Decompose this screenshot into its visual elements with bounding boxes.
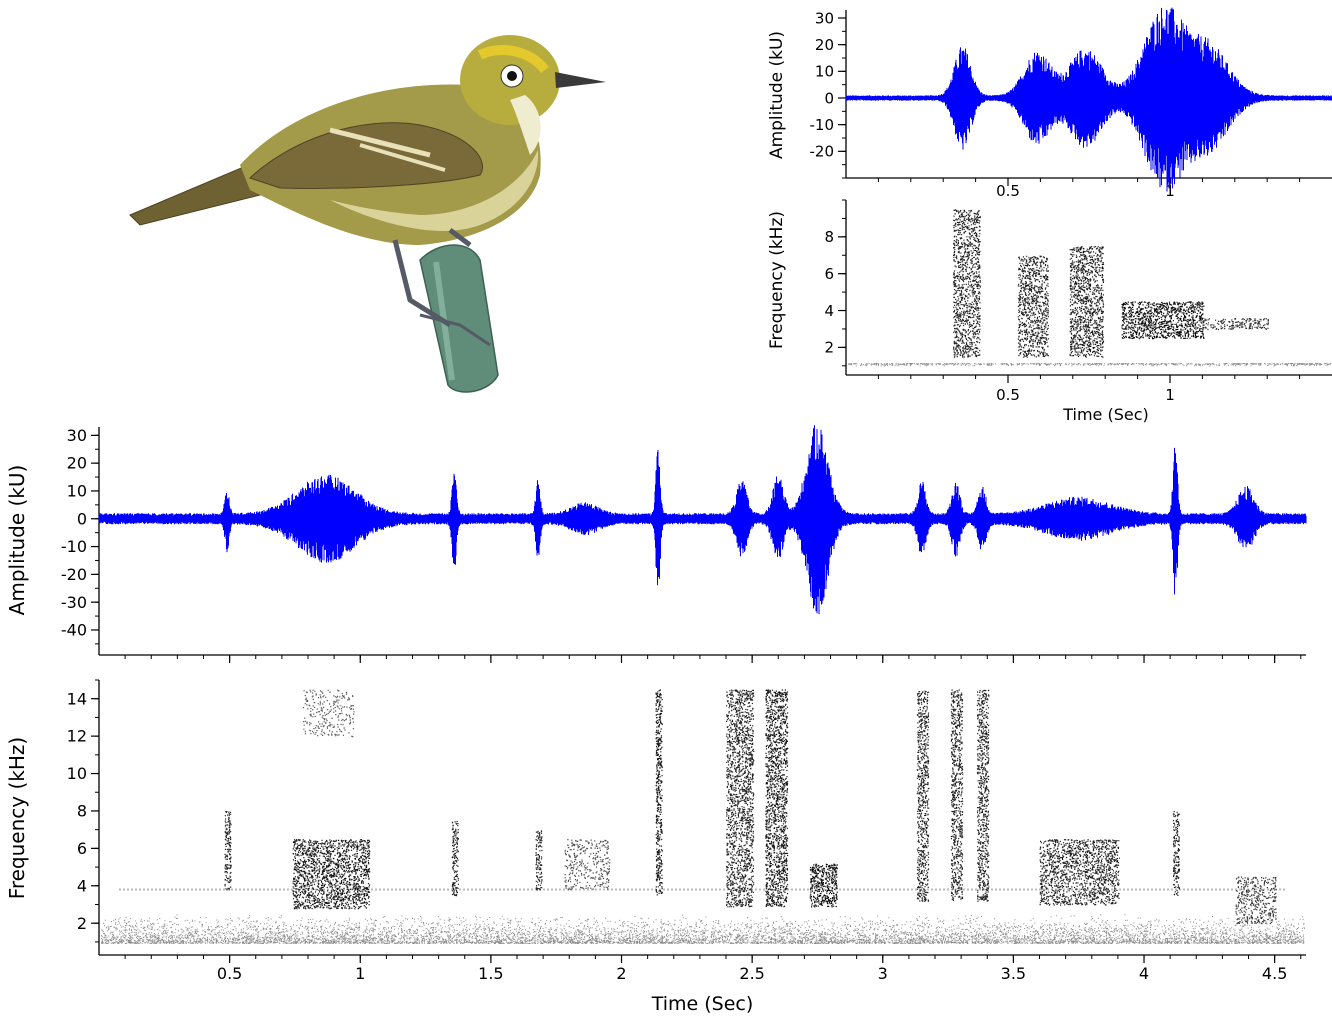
- y-tick-label: 10: [815, 63, 834, 81]
- x-tick-label: 1: [355, 964, 365, 983]
- y-tick-label: 20: [67, 454, 87, 473]
- bird-wing: [249, 122, 483, 189]
- waveform-trace: [98, 425, 1307, 615]
- syllable-mark: [1039, 839, 1120, 906]
- y-tick-label: 0: [824, 89, 834, 107]
- spectrogram-pixels: [848, 209, 1331, 367]
- y-tick-label: 4: [824, 302, 834, 320]
- y-tick-label: 8: [77, 802, 87, 821]
- y-axis-title: Amplitude (kU): [767, 31, 787, 159]
- x-tick-label: 0.5: [996, 182, 1020, 200]
- inset-waveform-panel: 0.5 1 30 20 10 0 -10 -20 Amplitude (kU): [767, 7, 1332, 200]
- bird-leg: [392, 239, 452, 328]
- syllable-mark: [1017, 255, 1050, 358]
- syllable-mark: [1235, 876, 1277, 925]
- syllable-mark: [726, 689, 755, 908]
- y-tick-label: 30: [815, 9, 834, 27]
- x-tick-label: 4: [1139, 964, 1149, 983]
- y-tick-label: 20: [815, 36, 834, 54]
- y-tick-label: -20: [810, 143, 835, 161]
- y-tick-label: 2: [77, 914, 87, 933]
- y-tick-label: 0: [77, 509, 87, 528]
- x-tick-label: 1.5: [478, 964, 503, 983]
- syllable-mark: [224, 811, 232, 891]
- waveform-trace: [845, 7, 1332, 192]
- x-tick-label: 1: [1165, 182, 1175, 200]
- syllable-mark: [1069, 246, 1105, 358]
- inset-spectrogram-panel: 0.5 1 8 6 4 2 Frequency (kHz) Time (Sec): [767, 199, 1332, 424]
- x-tick-label: 3.5: [1001, 964, 1026, 983]
- syllable-mark: [564, 839, 611, 891]
- syllable-mark: [302, 689, 355, 738]
- bird-beak: [555, 72, 606, 88]
- syllable-mark: [1172, 811, 1181, 896]
- y-tick-label: 10: [67, 764, 87, 783]
- y-tick-label: -30: [61, 593, 87, 612]
- y-tick-label: -10: [810, 116, 835, 134]
- y-axis-title: Frequency (kHz): [767, 211, 787, 349]
- x-tick-label: 4.5: [1262, 964, 1287, 983]
- y-tick-label: 30: [67, 426, 87, 445]
- syllable-mark: [950, 689, 964, 901]
- noise-floor: [101, 914, 1305, 944]
- x-tick-label: 2.5: [739, 964, 764, 983]
- x-tick-label: 0.5: [996, 386, 1020, 404]
- main-spectrogram-panel: 0.5 1 1.5 2 2.5 3 3.5 4 4.5 14 12 10 8 6 4 2 Frequency (…: [5, 679, 1306, 1015]
- x-tick-label: 3: [878, 964, 888, 983]
- x-tick-label: 1: [1165, 386, 1175, 404]
- x-tick-label: 0.5: [217, 964, 242, 983]
- y-tick-label: 6: [824, 265, 834, 283]
- syllable-mark: [451, 820, 459, 897]
- y-tick-label: -20: [61, 565, 87, 584]
- main-waveform-panel: 30 20 10 0 -10 -20 -30 -40 Amplitude (kU): [5, 425, 1307, 663]
- y-tick-label: 14: [67, 689, 87, 708]
- y-tick-label: 8: [824, 228, 834, 246]
- y-tick-label: -10: [61, 537, 87, 556]
- syllable-mark: [535, 830, 543, 891]
- y-tick-label: 4: [77, 876, 87, 895]
- x-axis-title: Time (Sec): [651, 993, 754, 1015]
- y-tick-label: 2: [824, 339, 834, 357]
- syllable-mark: [292, 839, 371, 910]
- syllable-mark: [1202, 318, 1269, 331]
- y-tick-label: 12: [67, 727, 87, 746]
- x-tick-label: 2: [616, 964, 626, 983]
- syllable-mark: [1121, 301, 1205, 340]
- y-axis-title: Frequency (kHz): [5, 737, 29, 899]
- y-axis-title: Amplitude (kU): [5, 465, 29, 616]
- x-axis-title: Time (Sec): [1062, 405, 1149, 424]
- y-tick-label: -40: [61, 621, 87, 640]
- syllable-mark: [976, 689, 990, 902]
- syllable-mark: [809, 863, 838, 908]
- syllable-mark: [916, 690, 930, 902]
- syllable-mark: [952, 209, 981, 358]
- syllable-mark: [765, 689, 789, 908]
- y-tick-label: 10: [67, 482, 87, 501]
- syllable-mark: [655, 689, 663, 896]
- spectrogram-pixels: [101, 689, 1305, 944]
- noise-floor: [848, 363, 1331, 367]
- y-tick-label: 6: [77, 839, 87, 858]
- bird-illustration: [129, 35, 606, 393]
